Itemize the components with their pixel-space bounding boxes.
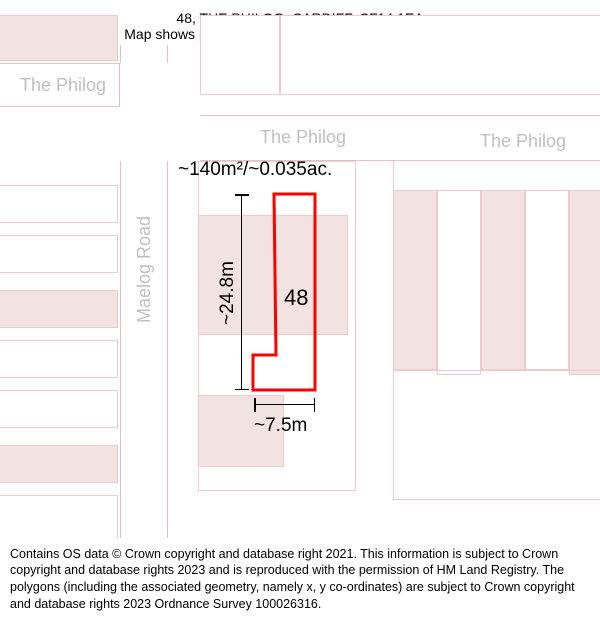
road-label-maelog: Maelog Road <box>134 216 155 323</box>
building-block <box>0 15 118 61</box>
copyright-footer: Contains OS data © Crown copyright and d… <box>0 538 600 625</box>
width-measurement: ~7.5m <box>254 415 307 437</box>
area-measurement: ~140m²/~0.035ac. <box>178 159 332 181</box>
road-label-philog-left: The Philog <box>20 75 106 96</box>
road-connector <box>120 63 200 161</box>
property-number-label: 48 <box>284 285 308 311</box>
width-bracket <box>254 404 315 405</box>
building-block <box>0 290 118 328</box>
map-canvas: The Philog The Philog The Philog Maelog … <box>0 55 600 540</box>
building-block <box>280 15 600 95</box>
plot-border <box>393 370 600 500</box>
building-block <box>481 190 525 370</box>
plot-border <box>393 161 600 191</box>
building-block <box>569 190 600 375</box>
height-measurement: ~24.8m <box>217 261 239 325</box>
road-label-philog-right: The Philog <box>480 131 566 152</box>
height-bracket <box>241 194 242 390</box>
road-label-philog-mid: The Philog <box>260 127 346 148</box>
building-block <box>0 235 118 273</box>
building-block <box>200 15 280 95</box>
building-block <box>525 190 569 370</box>
building-block <box>393 190 437 370</box>
plot-border <box>198 161 356 491</box>
building-block <box>0 445 118 483</box>
building-block <box>0 185 118 223</box>
building-block <box>0 340 118 378</box>
building-block <box>0 390 118 428</box>
building-block <box>437 190 481 375</box>
